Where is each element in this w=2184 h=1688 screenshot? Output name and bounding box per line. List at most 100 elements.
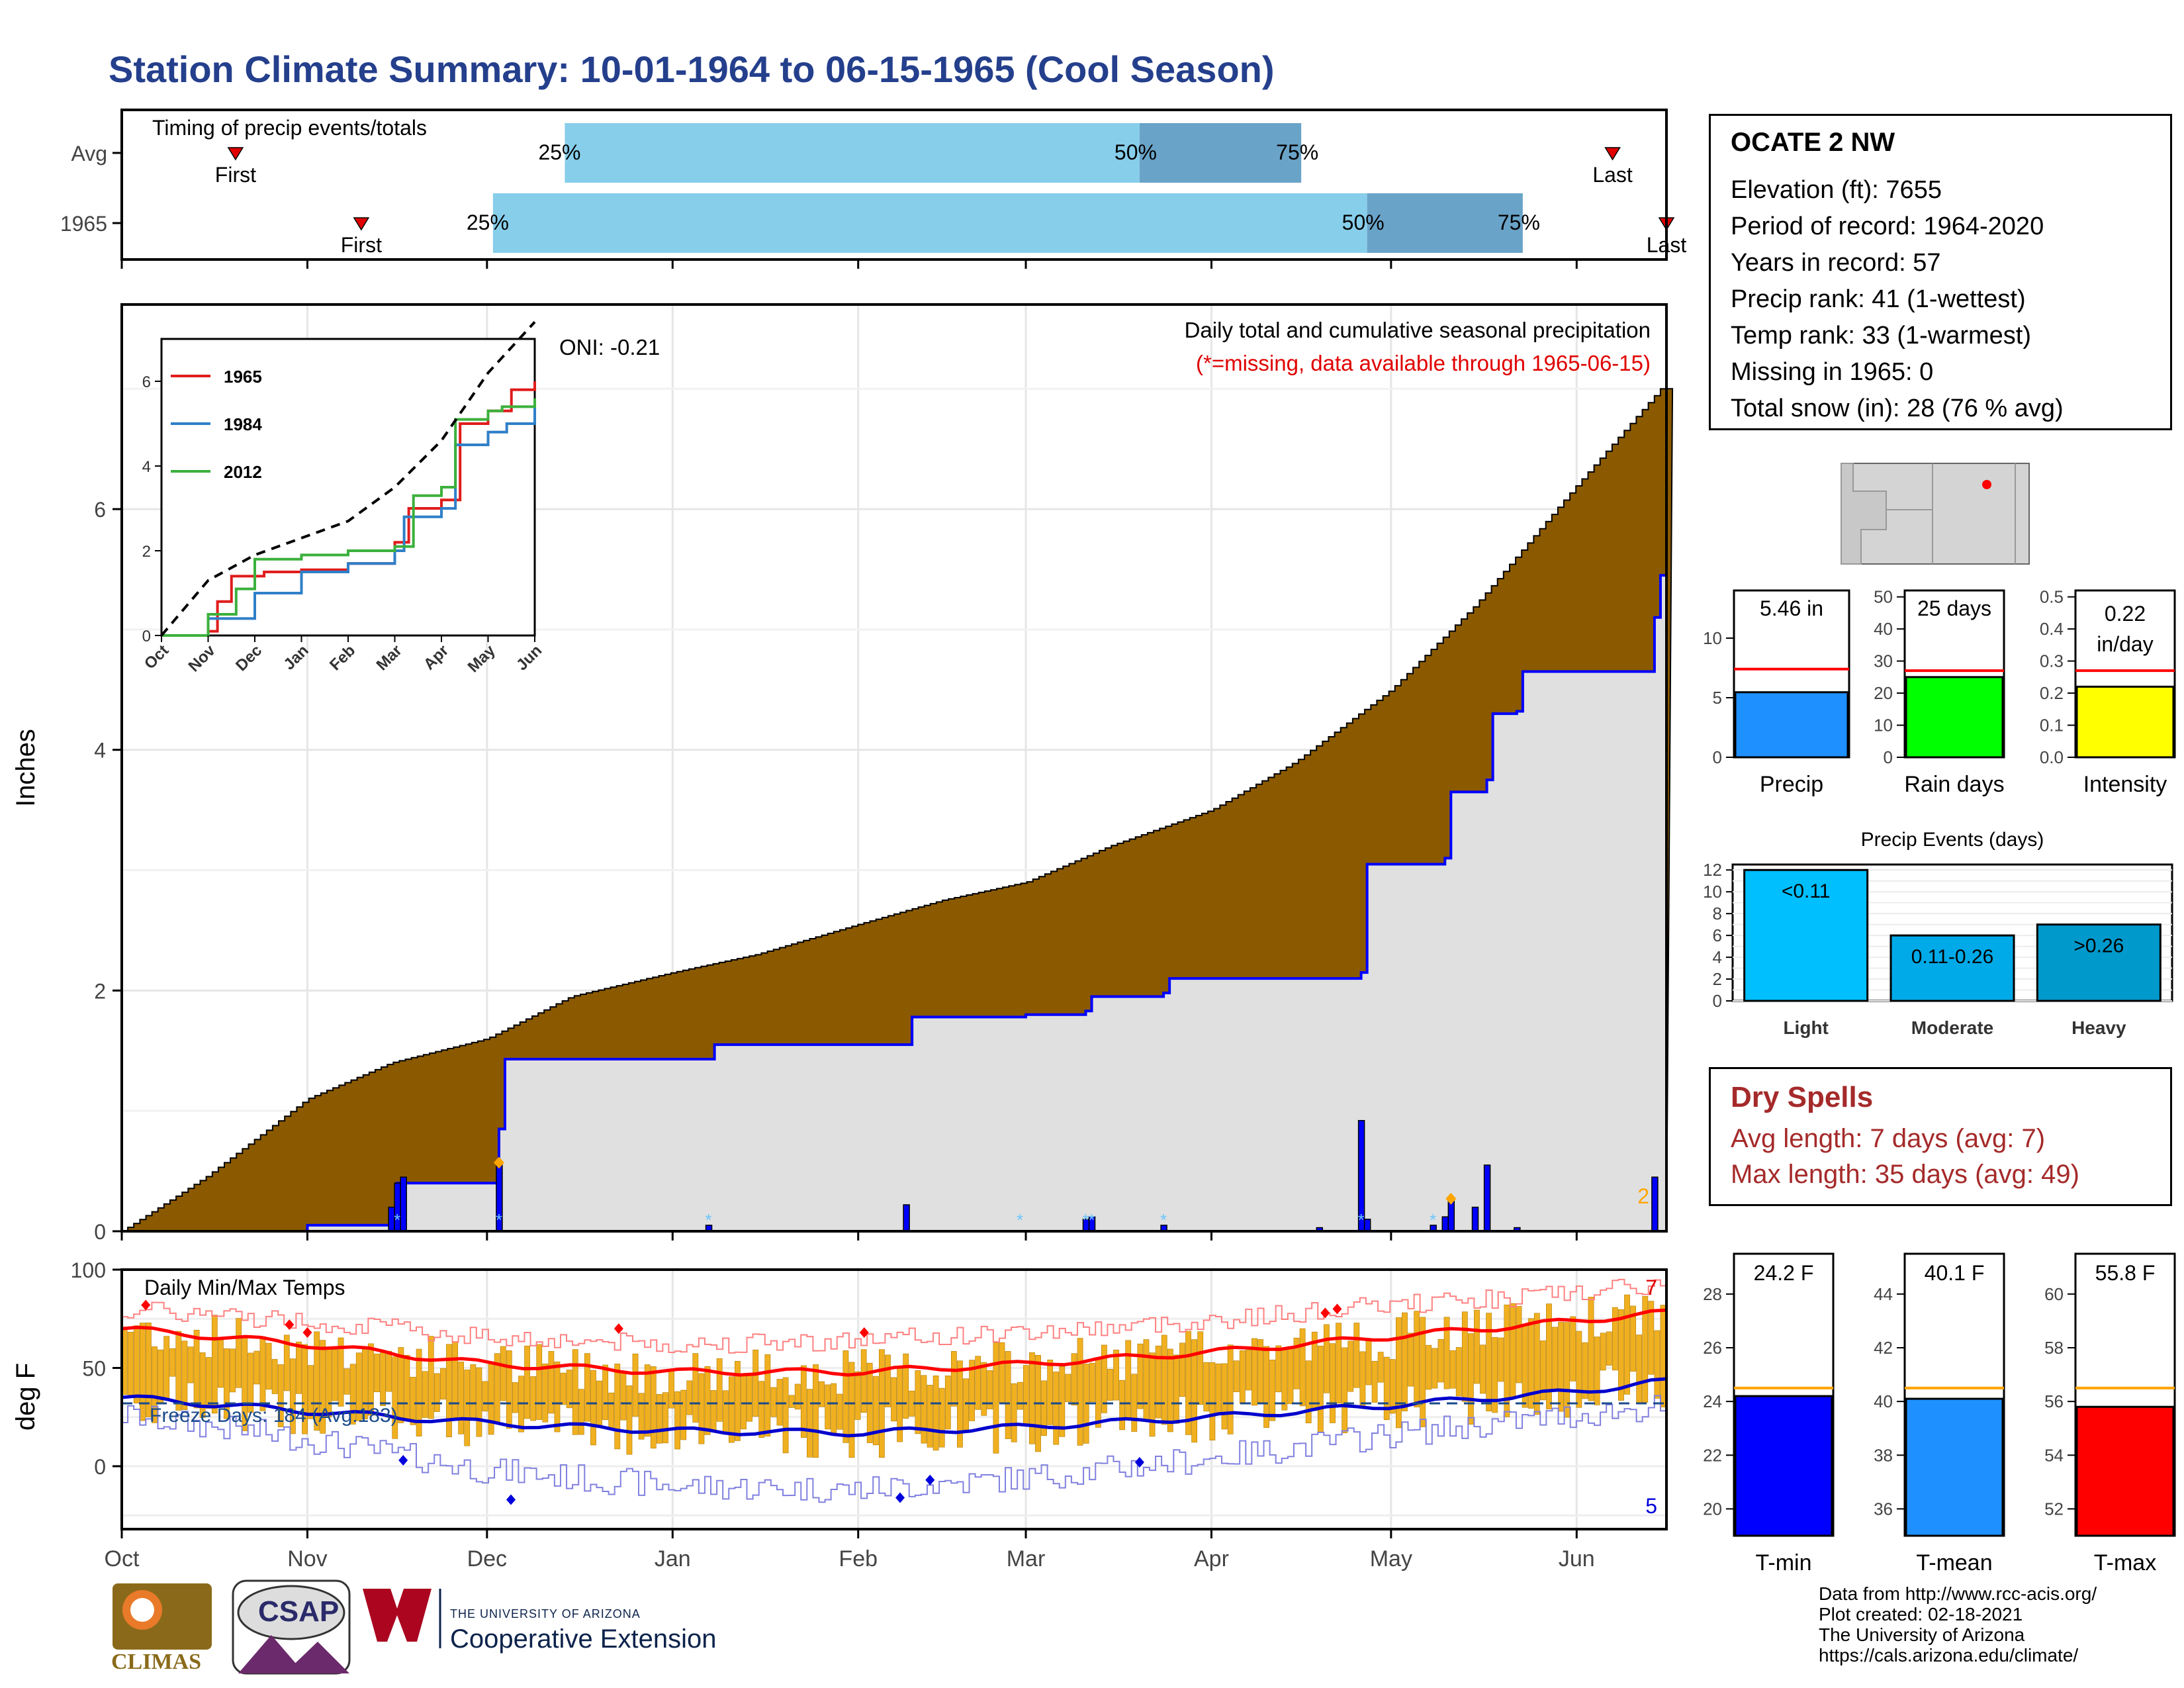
temps-y-axis-label: deg F bbox=[11, 1363, 40, 1430]
daily-temp-bar bbox=[1330, 1343, 1336, 1423]
summary-y-tick-label: 42 bbox=[1874, 1338, 1893, 1358]
daily-temp-bar bbox=[764, 1354, 771, 1436]
summary-y-tick-label: 10 bbox=[1703, 628, 1722, 648]
summary-y-tick-label: 54 bbox=[2044, 1445, 2064, 1465]
summary-bar-value-label: 24.2 F bbox=[1754, 1261, 1814, 1285]
summary-y-tick-label: 0.1 bbox=[2040, 716, 2064, 735]
daily-temp-bar bbox=[632, 1353, 639, 1417]
daily-temp-bar bbox=[950, 1351, 957, 1407]
precip-y-tick-label: 4 bbox=[94, 739, 106, 763]
daily-temp-bar bbox=[1149, 1352, 1156, 1437]
daily-temp-bar bbox=[1155, 1345, 1161, 1419]
daily-temp-bar bbox=[332, 1349, 338, 1401]
daily-temp-bar bbox=[975, 1356, 981, 1410]
daily-temp-bar bbox=[452, 1341, 458, 1418]
daily-temp-bar bbox=[1293, 1337, 1300, 1389]
daily-temp-bar bbox=[1359, 1351, 1366, 1407]
daily-temp-bar bbox=[698, 1373, 705, 1444]
station-info-line: Elevation (ft): 7655 bbox=[1731, 176, 1942, 204]
daily-temp-bar bbox=[1654, 1330, 1661, 1399]
temps-x-tick-label: Mar bbox=[1007, 1546, 1046, 1571]
credit-line: https://cals.arizona.edu/climate/ bbox=[1819, 1645, 2079, 1665]
daily-temp-bar bbox=[854, 1371, 861, 1420]
first-event-label: First bbox=[341, 233, 382, 257]
daily-temp-bar bbox=[735, 1361, 741, 1441]
daily-temp-bar bbox=[770, 1387, 777, 1417]
events-y-tick-label: 12 bbox=[1703, 860, 1722, 880]
daily-temp-bar bbox=[1636, 1335, 1643, 1405]
daily-temp-bar bbox=[1233, 1360, 1240, 1392]
daily-temp-bar bbox=[981, 1362, 987, 1416]
summary-y-tick-label: 0 bbox=[1713, 747, 1722, 767]
record-marker bbox=[1445, 1192, 1457, 1205]
temps-x-tick-label: Jan bbox=[655, 1546, 691, 1571]
daily-temp-bar bbox=[1047, 1360, 1054, 1425]
daily-temp-bar bbox=[169, 1348, 176, 1377]
daily-temp-bar bbox=[1197, 1331, 1204, 1405]
daily-temp-bar bbox=[788, 1395, 795, 1408]
daily-temp-bar bbox=[1113, 1349, 1119, 1401]
temps-y-tick-label: 0 bbox=[94, 1455, 106, 1479]
daily-temp-bar bbox=[1377, 1352, 1384, 1383]
record-high-marker bbox=[859, 1327, 869, 1338]
daily-temp-bar bbox=[1504, 1304, 1510, 1417]
daily-temp-bar bbox=[674, 1391, 680, 1450]
daily-temp-bar bbox=[1437, 1338, 1444, 1383]
daily-temp-bar bbox=[1269, 1360, 1276, 1421]
precip-y-tick-label: 6 bbox=[94, 498, 106, 522]
inset-y-tick-label: 0 bbox=[142, 628, 151, 645]
daily-temp-bar bbox=[428, 1336, 434, 1419]
daily-temp-bar bbox=[722, 1390, 729, 1434]
temps-x-tick-label: Dec bbox=[467, 1546, 507, 1571]
daily-temp-bar bbox=[1455, 1347, 1462, 1397]
daily-temp-bar bbox=[355, 1352, 362, 1421]
inset-series-line bbox=[160, 321, 536, 637]
timing-frame-border bbox=[120, 109, 1668, 261]
credit-line: The University of Arizona bbox=[1819, 1624, 2025, 1645]
daily-temp-bar bbox=[512, 1382, 518, 1413]
daily-temp-bar bbox=[1281, 1349, 1288, 1411]
daily-temp-bar bbox=[1167, 1348, 1173, 1432]
dry-spells-heading: Dry Spells bbox=[1731, 1081, 1874, 1113]
daily-temp-bar bbox=[458, 1362, 465, 1434]
freeze-days-annotation: Freeze Days: 184 (Avg:183) bbox=[150, 1405, 398, 1427]
daily-temp-bar bbox=[602, 1364, 609, 1421]
daily-temp-bar bbox=[1432, 1348, 1438, 1389]
daily-temp-bar bbox=[416, 1348, 422, 1436]
precip-frame bbox=[120, 303, 1668, 1233]
temps-x-tick-label: May bbox=[1370, 1546, 1412, 1571]
daily-temp-bar bbox=[158, 1349, 163, 1404]
daily-precip-bar bbox=[1471, 1206, 1479, 1232]
summary-y-tick-label: 20 bbox=[1703, 1499, 1722, 1519]
daily-temp-bar bbox=[1065, 1374, 1071, 1403]
daily-temp-bar bbox=[1059, 1366, 1066, 1437]
daily-temp-bar bbox=[230, 1348, 236, 1393]
temps-x-tick-label: Jun bbox=[1559, 1546, 1595, 1571]
summary-y-tick-label: 0 bbox=[1884, 747, 1893, 767]
daily-temp-bar bbox=[1347, 1340, 1354, 1392]
daily-temp-bar bbox=[831, 1383, 837, 1434]
daily-temp-bar bbox=[1402, 1312, 1408, 1411]
daily-temp-bar bbox=[1594, 1336, 1600, 1405]
timing-bar-upper bbox=[1367, 193, 1523, 253]
daily-temp-bar bbox=[1029, 1352, 1035, 1444]
temps-x-tick-label: Feb bbox=[839, 1546, 878, 1571]
daily-temp-bar bbox=[1324, 1324, 1330, 1393]
timing-title: Timing of precip events/totals bbox=[152, 116, 427, 140]
daily-temp-bar bbox=[1299, 1328, 1306, 1407]
station-name: OCATE 2 NW bbox=[1731, 128, 1895, 157]
inset-series-line bbox=[161, 402, 536, 637]
daily-temp-bar bbox=[500, 1346, 506, 1401]
daily-temp-bar bbox=[343, 1368, 350, 1395]
daily-temp-bar bbox=[433, 1373, 440, 1412]
daily-temp-bar bbox=[127, 1331, 134, 1398]
daily-temp-bar bbox=[1365, 1340, 1372, 1385]
summary-y-tick-label: 0.2 bbox=[2040, 683, 2064, 703]
dry-spells-line: Avg length: 7 days (avg: 7) bbox=[1731, 1124, 2046, 1153]
precip-title: Daily total and cumulative seasonal prec… bbox=[1185, 318, 1651, 342]
daily-temp-bar bbox=[1317, 1345, 1324, 1432]
daily-temp-bar bbox=[1558, 1321, 1565, 1412]
first-event-marker bbox=[227, 147, 244, 161]
station-info-line: Total snow (in): 28 (76 % avg) bbox=[1731, 395, 2064, 422]
daily-temp-bar bbox=[175, 1331, 182, 1411]
